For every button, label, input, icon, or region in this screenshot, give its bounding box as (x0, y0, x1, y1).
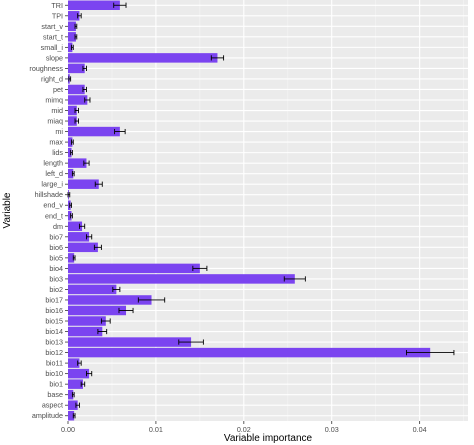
plot-panel (68, 0, 468, 421)
error-bars (67, 2, 455, 419)
y-tick-label: small_i (41, 43, 64, 52)
bar-bio14 (68, 326, 103, 337)
y-tick-label: bio3 (49, 274, 63, 283)
bar-base (68, 389, 74, 400)
bar-pet (68, 84, 85, 95)
bar-mid (68, 105, 77, 116)
y-tick-label: bio13 (45, 338, 63, 347)
y-tick-label: bio12 (45, 348, 63, 357)
bar-bio3 (68, 274, 295, 284)
x-tick-label: 0.00 (61, 425, 75, 434)
bar-TRI (68, 0, 120, 10)
y-tick-label: base (47, 390, 63, 399)
x-tick-label: 0.02 (237, 425, 251, 434)
y-tick-label: right_d (41, 74, 63, 83)
y-tick-label: end_v (43, 201, 63, 210)
bar-bio17 (68, 295, 152, 305)
bar-mi (68, 126, 120, 137)
y-tick-label: bio16 (45, 306, 63, 315)
y-tick-label: dm (53, 222, 63, 231)
bar-bio1 (68, 379, 83, 389)
bar-slope (68, 53, 218, 63)
y-tick-label: start_v (41, 22, 63, 31)
y-tick-label: bio10 (45, 369, 63, 378)
bar-bio6 (68, 242, 98, 253)
y-tick-label: aspect (42, 401, 63, 410)
bar-bio11 (68, 358, 80, 368)
bar-lids (68, 147, 72, 158)
bar-amplitude (68, 411, 75, 421)
y-tick-label: bio14 (45, 327, 63, 336)
y-tick-label: TPI (52, 11, 63, 20)
bar-mimq (68, 95, 88, 105)
bar-bio10 (68, 368, 90, 379)
bar-max (68, 137, 73, 147)
y-tick-label: large_i (41, 180, 63, 189)
bar-roughness (68, 63, 85, 74)
y-tick-label: bio7 (49, 232, 63, 241)
bar-bio2 (68, 284, 117, 295)
y-tick-label: TRI (51, 1, 63, 10)
y-tick-label: bio5 (49, 253, 63, 262)
y-tick-label: roughness (29, 64, 63, 73)
y-tick-label: hillshade (35, 190, 63, 199)
y-tick-label: bio6 (49, 243, 63, 252)
y-tick-label: bio4 (49, 264, 63, 273)
x-axis: 0.00 0.01 0.02 0.03 0.04 (61, 421, 427, 434)
y-tick-label: bio15 (45, 317, 63, 326)
bar-bio15 (68, 316, 106, 326)
x-tick-label: 0.04 (413, 425, 427, 434)
y-tick-label: bio2 (49, 285, 63, 294)
y-tick-label: amplitude (32, 411, 63, 420)
y-tick-label: lids (52, 148, 63, 157)
y-tick-label: mimq (45, 95, 63, 104)
x-tick-label: 0.03 (325, 425, 339, 434)
bar-length (68, 158, 87, 168)
y-tick-label: pet (53, 85, 63, 94)
bar-start_t (68, 32, 76, 42)
x-axis-title: Variable importance (224, 433, 313, 444)
y-tick-label: miaq (47, 117, 63, 126)
y-axis-title: Variable (2, 192, 13, 228)
y-tick-label: length (43, 159, 63, 168)
bar-bio12 (68, 347, 431, 358)
bar-bio5 (68, 253, 75, 263)
y-tick-label: slope (46, 53, 63, 62)
bar-bio16 (68, 305, 127, 316)
y-tick-label: bio11 (46, 359, 63, 368)
bar-bio13 (68, 337, 192, 347)
bars (68, 0, 431, 421)
bar-end_t (68, 211, 72, 221)
y-tick-label: left_d (45, 169, 63, 178)
y-tick-label: mid (51, 106, 63, 115)
bar-TPI (68, 11, 80, 21)
bar-large_i (68, 179, 99, 189)
y-tick-label: end_t (45, 211, 63, 220)
x-tick-label: 0.01 (149, 425, 163, 434)
y-tick-label: bio1 (49, 380, 63, 389)
bar-aspect (68, 400, 78, 410)
y-tick-label: max (49, 138, 63, 147)
y-tick-label: bio17 (45, 295, 63, 304)
bar-dm (68, 221, 83, 232)
y-tick-label: start_t (43, 32, 63, 41)
bar-left_d (68, 168, 74, 179)
bar-start_v (68, 21, 76, 32)
bar-bio7 (68, 232, 90, 242)
bar-miaq (68, 116, 77, 126)
y-tick-label: mi (55, 127, 63, 136)
bar-small_i (68, 42, 73, 53)
bar-bio4 (68, 263, 200, 274)
